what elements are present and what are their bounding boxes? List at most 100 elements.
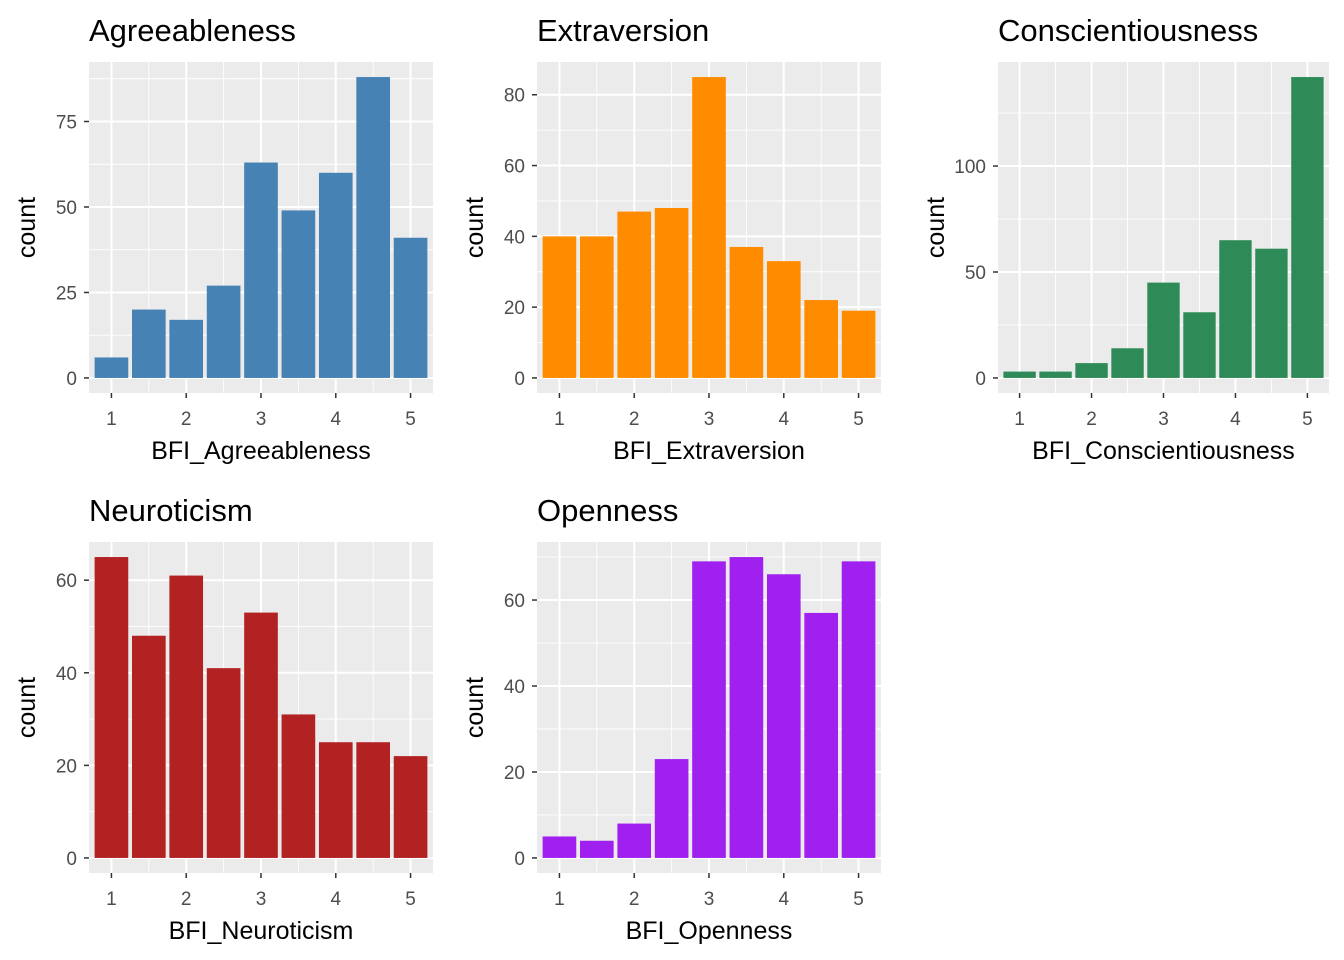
x-tick-label: 2: [181, 409, 192, 430]
x-tick-label: 3: [256, 409, 267, 430]
histogram-bar: [1291, 77, 1324, 378]
histogram-bar: [804, 612, 838, 858]
histogram-bar: [318, 742, 353, 858]
panel-extraversion: Extraversion BFI_Extraversion count 1 2 3 4…: [461, 13, 881, 465]
histogram-bar: [841, 310, 876, 378]
panel-title: Agreeableness: [89, 13, 296, 48]
x-tick-label: 3: [704, 889, 715, 910]
x-tick-label: 1: [554, 889, 565, 910]
x-tick-label: 2: [181, 889, 192, 910]
histogram-bar: [580, 236, 614, 378]
y-tick-label: 20: [56, 756, 77, 777]
plot-area: [998, 62, 1329, 393]
y-tick-label: 60: [504, 591, 525, 612]
x-tick-label: 4: [778, 889, 789, 910]
y-tick-label: 80: [504, 86, 525, 107]
histogram-bar: [654, 208, 689, 378]
y-tick-label: 25: [56, 283, 77, 304]
plot-area: [89, 542, 433, 873]
histogram-bar: [169, 575, 204, 858]
x-tick-label: 5: [853, 409, 864, 430]
histogram-bar: [244, 612, 278, 858]
plot-area: [537, 62, 881, 393]
y-tick-label: 40: [56, 664, 77, 685]
histogram-bar: [94, 557, 129, 858]
histogram-bar: [206, 285, 241, 378]
y-axis-title: count: [461, 677, 489, 738]
histogram-bar: [356, 77, 390, 378]
histogram-bar: [318, 172, 353, 378]
x-tick-label: 3: [704, 409, 715, 430]
panel-agreeableness: Agreeableness BFI_Agreeableness count 1 2…: [13, 13, 433, 465]
panel-neuroticism: Neuroticism BFI_Neuroticism count 1 2 3 4 5 0…: [13, 493, 433, 945]
histogram-bar: [841, 561, 876, 858]
y-tick-label: 100: [954, 157, 986, 178]
histogram-bar: [1147, 282, 1180, 378]
panel-conscientiousness: Conscientiousness BFI_Conscientiousness …: [922, 13, 1329, 465]
x-tick-label: 4: [1230, 409, 1241, 430]
y-tick-label: 0: [514, 849, 525, 870]
histogram-bar: [1183, 312, 1216, 378]
histogram-bar: [1039, 371, 1072, 378]
panel-title: Openness: [537, 493, 678, 528]
x-tick-label: 1: [106, 889, 117, 910]
x-tick-label: 2: [629, 889, 640, 910]
y-axis-title: count: [461, 197, 489, 258]
histogram-bar: [692, 561, 726, 858]
x-tick-label: 3: [256, 889, 267, 910]
y-tick-label: 60: [504, 157, 525, 178]
x-tick-label: 3: [1158, 409, 1169, 430]
x-tick-label: 5: [405, 409, 416, 430]
histogram-bar: [692, 77, 726, 378]
histogram-bar: [580, 840, 614, 858]
histogram-bar: [804, 300, 838, 378]
histogram-bar: [766, 261, 801, 378]
y-tick-label: 50: [56, 198, 77, 219]
histogram-bar: [281, 714, 316, 858]
histogram-bar: [1219, 240, 1252, 378]
histogram-bar: [542, 236, 577, 378]
histogram-bar: [1111, 348, 1144, 378]
histogram-bar: [132, 635, 166, 858]
histogram-bar: [356, 742, 390, 858]
histogram-bar: [766, 574, 801, 858]
y-tick-label: 20: [504, 763, 525, 784]
histogram-bar: [393, 237, 428, 378]
y-tick-label: 50: [965, 263, 986, 284]
histogram-bar: [132, 309, 166, 378]
histogram-bar: [617, 211, 652, 378]
x-tick-label: 1: [554, 409, 565, 430]
panel-title: Extraversion: [537, 13, 709, 48]
x-tick-label: 5: [853, 889, 864, 910]
histogram-bar: [1003, 371, 1036, 378]
y-tick-label: 60: [56, 571, 77, 592]
y-tick-label: 40: [504, 227, 525, 248]
y-axis-title: count: [13, 677, 41, 738]
plot-area: [537, 542, 881, 873]
x-tick-label: 1: [106, 409, 117, 430]
x-tick-label: 5: [405, 889, 416, 910]
y-tick-label: 40: [504, 677, 525, 698]
x-tick-label: 2: [629, 409, 640, 430]
histogram-bar: [281, 210, 316, 378]
x-axis-title: BFI_Neuroticism: [169, 917, 354, 945]
x-tick-label: 4: [330, 889, 341, 910]
x-axis-title: BFI_Agreeableness: [151, 437, 371, 465]
panel-title: Conscientiousness: [998, 13, 1258, 48]
histogram-bar: [654, 759, 689, 858]
x-axis-title: BFI_Extraversion: [613, 437, 805, 465]
x-axis-title: BFI_Openness: [626, 917, 793, 945]
y-tick-label: 0: [975, 369, 986, 390]
y-tick-label: 0: [66, 369, 77, 390]
histogram-bar: [729, 557, 764, 858]
x-tick-label: 2: [1086, 409, 1097, 430]
panel-title: Neuroticism: [89, 493, 253, 528]
y-tick-label: 20: [504, 298, 525, 319]
y-axis-title: count: [922, 197, 950, 258]
histogram-bar: [729, 246, 764, 378]
histogram-bar: [94, 357, 129, 378]
x-tick-label: 4: [778, 409, 789, 430]
y-axis-title: count: [13, 197, 41, 258]
histogram-bar: [1075, 363, 1108, 378]
